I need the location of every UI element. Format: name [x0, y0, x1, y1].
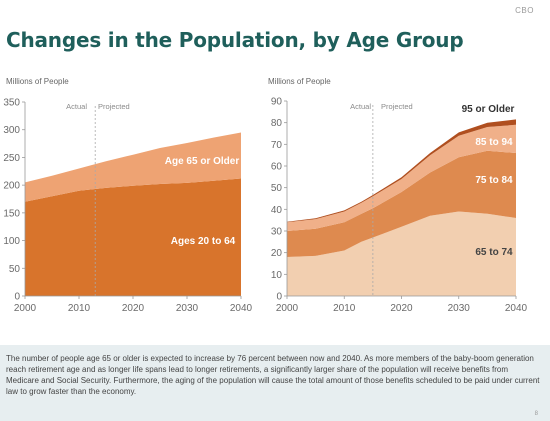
right-chart: Millions of People 010203040506070809020…: [268, 77, 528, 314]
left-y-tick-label: 100: [3, 236, 20, 247]
right-projected-label: Projected: [381, 102, 413, 111]
right-y-tick-label: 90: [271, 97, 283, 108]
caption-text: The number of people age 65 or older is …: [6, 354, 540, 396]
right-y-tick-label: 50: [271, 183, 283, 194]
right-x-tick-label: 2000: [276, 303, 299, 314]
left-area-age-65-or-older: [25, 132, 241, 202]
right-y-tick-label: 40: [271, 205, 283, 216]
left-x-tick-label: 2010: [68, 303, 91, 314]
page-title: Changes in the Population, by Age Group: [6, 28, 464, 52]
legend-75-to-84: 75 to 84: [475, 175, 513, 186]
right-x-tick-label: 2020: [390, 303, 413, 314]
right-x-tick-label: 2010: [333, 303, 356, 314]
legend-65-to-74: 65 to 74: [475, 247, 513, 258]
left-y-tick-label: 200: [3, 181, 20, 192]
left-y-tick-label: 350: [3, 98, 20, 109]
left-actual-label: Actual: [66, 102, 87, 111]
left-area-ages-20-to-64: [25, 178, 241, 296]
left-y-tick-label: 250: [3, 153, 20, 164]
right-area-65-to-74: [287, 211, 516, 296]
right-y-tick-label: 60: [271, 162, 283, 173]
left-y-tick-label: 150: [3, 208, 20, 219]
left-y-axis-label: Millions of People: [6, 77, 69, 86]
right-area-75-to-84: [287, 150, 516, 257]
source-logo: CBO: [515, 6, 534, 15]
right-y-tick-label: 0: [276, 292, 282, 303]
legend-95-or-older: 95 or Older: [462, 104, 515, 115]
right-y-tick-label: 20: [271, 248, 283, 259]
right-y-tick-label: 10: [271, 270, 283, 281]
right-y-tick-label: 30: [271, 227, 283, 238]
left-x-tick-label: 2020: [122, 303, 145, 314]
left-chart: Millions of People 0 50 100 150 200 250 300 350…: [3, 77, 252, 314]
left-projected-label: Projected: [98, 102, 130, 111]
left-x-tick-label: 2040: [230, 303, 253, 314]
legend-85-to-94: 85 to 94: [475, 137, 513, 148]
left-y-tick-label: 50: [9, 264, 21, 275]
caption-box: The number of people age 65 or older is …: [0, 345, 550, 421]
left-x-tick-label: 2030: [176, 303, 199, 314]
population-charts: Millions of People 050100150200250300350…: [3, 77, 528, 314]
right-actual-label: Actual: [350, 102, 371, 111]
left-y-tick-label: 300: [3, 125, 20, 136]
right-y-tick-label: 70: [271, 140, 283, 151]
left-y-tick-label: 0: [14, 292, 20, 303]
right-y-tick-label: 80: [271, 118, 283, 129]
right-area-85-to-94: [287, 124, 516, 231]
legend-age-65-older: Age 65 or Older: [165, 156, 240, 167]
right-x-tick-label: 2030: [448, 303, 471, 314]
left-x-tick-label: 2000: [14, 303, 37, 314]
right-x-tick-label: 2040: [505, 303, 528, 314]
right-y-axis-label: Millions of People: [268, 77, 331, 86]
legend-ages-20-64: Ages 20 to 64: [171, 236, 236, 247]
page-number: 8: [534, 411, 538, 417]
